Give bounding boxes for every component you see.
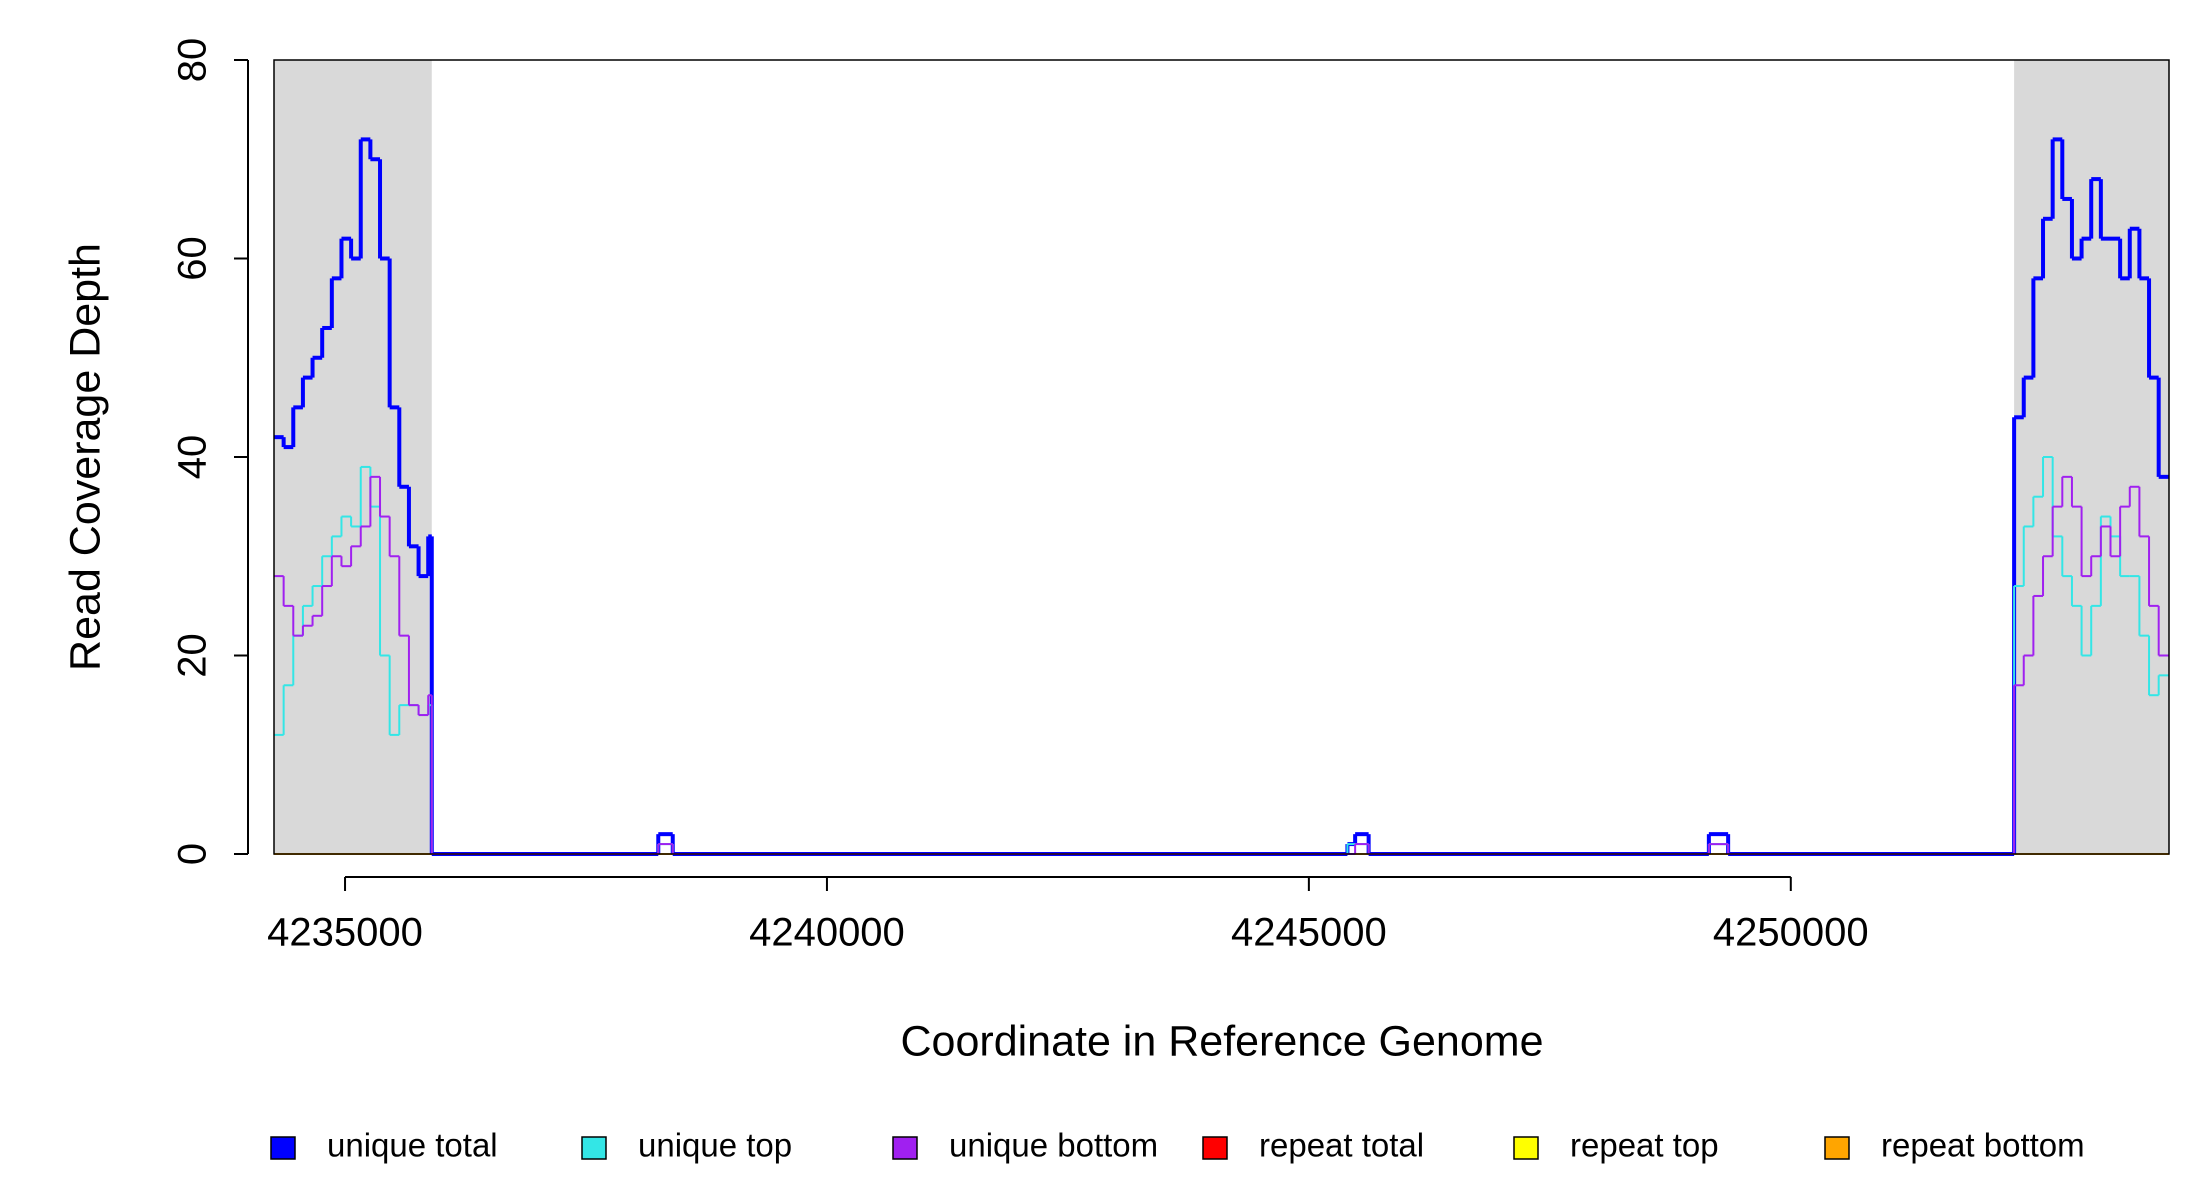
shaded-region xyxy=(274,60,432,854)
y-tick-label: 20 xyxy=(171,633,215,678)
legend-swatch xyxy=(1202,1136,1228,1160)
legend-label: unique top xyxy=(638,1127,792,1164)
legend-swatch xyxy=(1513,1136,1539,1160)
y-tick-label: 0 xyxy=(171,843,215,865)
legend-label: repeat bottom xyxy=(1881,1127,2085,1164)
y-tick-label: 80 xyxy=(171,38,215,83)
x-tick-label: 4245000 xyxy=(1231,911,1387,955)
x-axis-label: Coordinate in Reference Genome xyxy=(901,1017,1544,1065)
legend-swatch xyxy=(270,1136,296,1160)
x-tick-label: 4250000 xyxy=(1713,911,1869,955)
legend-label: repeat total xyxy=(1259,1127,1424,1164)
legend-label: repeat top xyxy=(1570,1127,1719,1164)
legend-label: unique total xyxy=(327,1127,498,1164)
y-tick-label: 60 xyxy=(171,236,215,281)
legend-swatch xyxy=(1824,1136,1850,1160)
legend-swatch xyxy=(892,1136,918,1160)
legend-label: unique bottom xyxy=(949,1127,1158,1164)
legend-swatch xyxy=(581,1136,607,1160)
x-tick-label: 4235000 xyxy=(267,911,423,955)
y-tick-label: 40 xyxy=(171,435,215,480)
y-axis-label: Read Coverage Depth xyxy=(61,243,109,671)
plot-frame xyxy=(273,59,2170,855)
x-tick-label: 4240000 xyxy=(749,911,905,955)
